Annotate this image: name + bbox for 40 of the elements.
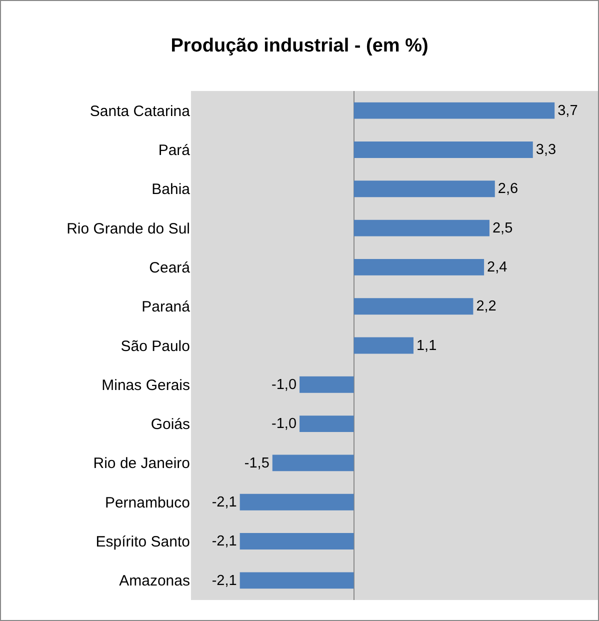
bar [354,102,555,119]
y-tick-label: Bahia [152,181,191,198]
y-tick-label: Espírito Santo [96,534,190,551]
bar [300,376,354,393]
data-label: 2,2 [476,298,496,315]
data-label: -2,1 [212,572,237,589]
bar [354,142,533,158]
data-label: 2,4 [487,260,508,276]
y-tick-label: Rio Grande do Sul [66,220,190,238]
y-tick-label: Amazonas [119,572,190,590]
bar [300,416,354,432]
data-label: 2,6 [498,181,518,198]
y-tick-label: Rio de Janeiro [93,455,190,472]
y-tick-label: Santa Catarina [90,102,191,120]
data-label: 3,7 [558,102,578,119]
y-tick-label: São Paulo [120,338,190,355]
data-label: 2,5 [492,220,513,236]
y-tick-label: Paraná [142,298,191,316]
bar [354,180,495,198]
data-label: 3,3 [536,142,556,158]
bar [240,572,354,589]
chart-title: Produção industrial - (em %) [170,35,428,56]
y-tick-label: Pará [158,142,191,159]
data-label: -2,1 [212,534,237,550]
y-tick-label: Pernambuco [104,494,190,512]
bar [354,258,484,276]
bar [354,298,474,315]
data-label: -2,1 [212,494,237,510]
bar [240,494,354,510]
bar [354,220,490,236]
data-label: -1,0 [272,377,297,394]
bar [272,454,354,472]
bar [354,337,414,354]
data-label: -1,0 [272,416,297,432]
y-tick-label: Goiás [150,416,190,434]
y-tick-label: Minas Gerais [102,376,190,394]
bar [240,533,354,550]
data-label: 1,1 [416,338,437,354]
data-label: -1,5 [244,455,270,472]
y-tick-label: Ceará [149,259,191,276]
